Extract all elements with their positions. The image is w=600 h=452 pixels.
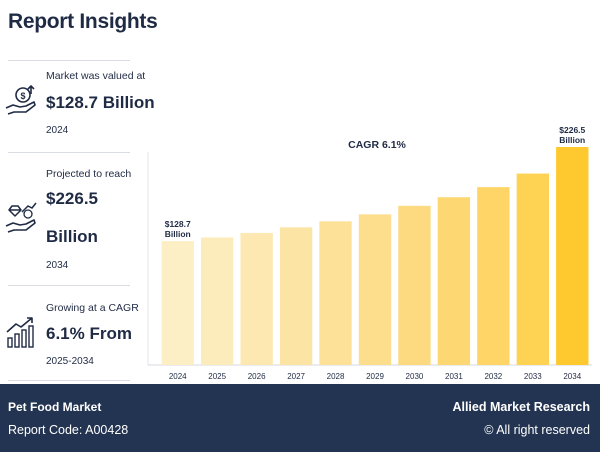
x-tick-label: 2031 (445, 372, 463, 381)
bar-2027 (279, 227, 313, 365)
market-name: Pet Food Market (8, 400, 102, 414)
stat-label: Projected to reach (46, 168, 132, 180)
stat-value: $128.7 Billion (46, 93, 155, 112)
stat-divider (8, 285, 130, 286)
bar-2026 (240, 232, 273, 365)
diamond-hand-icon (5, 202, 37, 233)
stat-year: 2034 (46, 260, 69, 271)
bar-2030 (398, 205, 431, 365)
stat-label: Market was valued at (46, 70, 146, 82)
report-code: Report Code: A00428 (8, 423, 129, 437)
bar-2024 (161, 241, 194, 365)
footer: Pet Food Market Report Code: A00428 Alli… (0, 384, 600, 452)
stat-label: Growing at a CAGR (46, 302, 139, 314)
bar-2029 (358, 214, 392, 365)
bar-2025 (201, 237, 234, 365)
data-label: Billion (559, 135, 585, 145)
stat-year: 2025-2034 (46, 356, 94, 367)
x-tick-label: 2030 (406, 372, 424, 381)
x-tick-label: 2034 (563, 372, 581, 381)
brand-name: Allied Market Research (452, 400, 590, 414)
bar-2028 (319, 221, 352, 365)
data-label: Billion (165, 229, 191, 239)
bar-chart: CAGR 6.1% 2024 2025 2026 2027 2028 2029 2030 203… (147, 125, 592, 381)
x-tick-label: 2024 (169, 372, 187, 381)
chart-title: CAGR 6.1% (348, 139, 406, 151)
growth-chart-icon (6, 317, 34, 348)
stat-year: 2024 (46, 125, 69, 136)
svg-text:$: $ (20, 91, 25, 101)
copyright: © All right reserved (484, 423, 590, 437)
stat-value: Billion (46, 227, 98, 246)
stat-divider (8, 380, 130, 381)
stat-value: 6.1% From (46, 324, 132, 343)
stat-value: $226.5 (46, 189, 98, 208)
x-tick-label: 2032 (484, 372, 502, 381)
data-label: $226.5 (559, 125, 585, 135)
x-tick-label: 2029 (366, 372, 384, 381)
x-tick-label: 2027 (287, 372, 305, 381)
data-label: $128.7 (165, 219, 191, 229)
stat-divider (8, 60, 130, 61)
bar-2032 (477, 187, 510, 365)
stat-divider (8, 152, 130, 153)
bar-2033 (516, 173, 549, 365)
x-tick-label: 2026 (248, 372, 266, 381)
x-tick-label: 2028 (327, 372, 345, 381)
x-tick-label: 2033 (524, 372, 542, 381)
bar-2031 (437, 197, 471, 365)
money-hand-icon: $ (5, 84, 36, 115)
bar-2034 (556, 146, 589, 365)
x-tick-label: 2025 (208, 372, 226, 381)
page-title: Report Insights (8, 10, 158, 33)
